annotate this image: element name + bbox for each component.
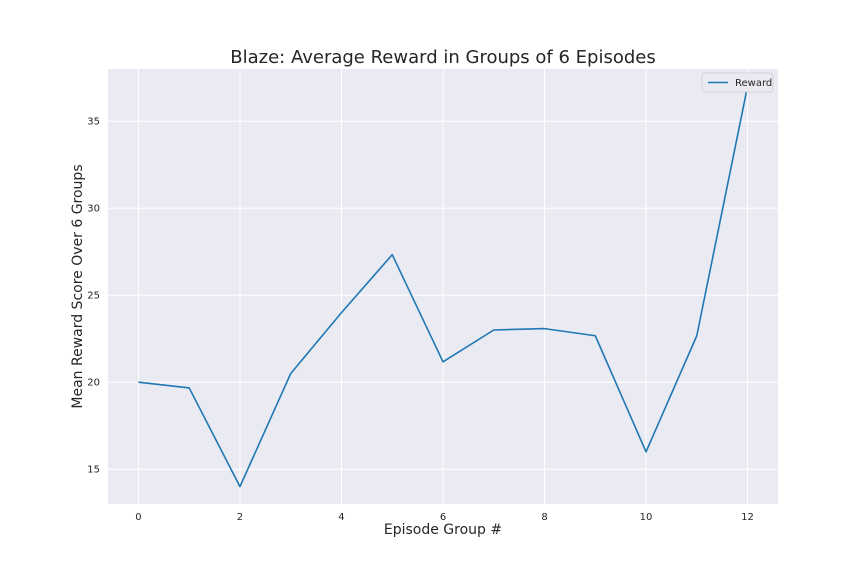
- tick-labels: 0 2 4 6 8 10 12 15 20 25 30 35: [87, 117, 754, 523]
- legend-label-reward: Reward: [735, 78, 772, 89]
- series-layer: [138, 86, 749, 488]
- series-line-reward: [138, 86, 749, 488]
- x-tick-label: 10: [640, 512, 653, 523]
- chart-title: Blaze: Average Reward in Groups of 6 Epi…: [230, 47, 655, 68]
- y-tick-label: 15: [87, 465, 100, 476]
- x-tick-label: 8: [541, 512, 547, 523]
- y-tick-label: 20: [87, 378, 100, 389]
- x-tick-label: 0: [135, 512, 141, 523]
- x-axis-label: Episode Group #: [384, 522, 502, 538]
- x-tick-label: 4: [338, 512, 344, 523]
- x-tick-label: 12: [741, 512, 754, 523]
- legend-box: [701, 72, 774, 93]
- legend: Reward: [701, 72, 774, 93]
- grid-lines: [108, 69, 778, 504]
- y-tick-label: 30: [87, 204, 100, 215]
- x-tick-label: 6: [440, 512, 446, 523]
- y-axis-label: Mean Reward Score Over 6 Groups: [70, 164, 86, 408]
- y-tick-label: 35: [87, 117, 100, 128]
- x-tick-label: 2: [237, 512, 243, 523]
- y-tick-label: 25: [87, 291, 100, 302]
